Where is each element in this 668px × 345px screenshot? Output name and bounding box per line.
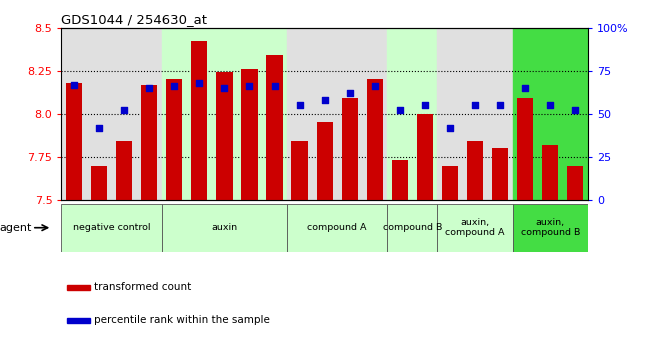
- Bar: [61, 204, 162, 252]
- Point: [144, 85, 154, 91]
- Bar: [317, 122, 333, 200]
- Point: [495, 102, 506, 108]
- Bar: [267, 55, 283, 200]
- Point: [369, 83, 380, 89]
- Point: [169, 83, 180, 89]
- Bar: [387, 204, 438, 252]
- Point: [69, 82, 79, 87]
- Bar: [512, 204, 588, 252]
- Point: [194, 80, 204, 86]
- Point: [94, 125, 104, 130]
- Point: [219, 85, 230, 91]
- Point: [345, 90, 355, 96]
- Bar: [166, 79, 182, 200]
- Bar: [216, 72, 232, 200]
- Bar: [387, 28, 438, 200]
- Bar: [542, 145, 558, 200]
- Bar: [67, 285, 90, 290]
- Bar: [66, 83, 82, 200]
- Point: [470, 102, 480, 108]
- Text: percentile rank within the sample: percentile rank within the sample: [94, 315, 270, 325]
- Bar: [467, 141, 483, 200]
- Text: auxin: auxin: [211, 223, 237, 232]
- Bar: [116, 141, 132, 200]
- Bar: [391, 160, 408, 200]
- Bar: [367, 79, 383, 200]
- Text: auxin,
compound A: auxin, compound A: [446, 218, 505, 237]
- Bar: [162, 28, 287, 200]
- Point: [520, 85, 530, 91]
- Bar: [291, 141, 308, 200]
- Bar: [438, 204, 512, 252]
- Point: [445, 125, 456, 130]
- Bar: [438, 28, 512, 200]
- Bar: [91, 166, 107, 200]
- Point: [395, 108, 405, 113]
- Bar: [512, 28, 588, 200]
- Bar: [567, 166, 583, 200]
- Point: [119, 108, 130, 113]
- Bar: [191, 41, 208, 200]
- Bar: [417, 114, 433, 200]
- Bar: [241, 69, 258, 200]
- Bar: [287, 28, 387, 200]
- Bar: [67, 318, 90, 323]
- Bar: [341, 98, 358, 200]
- Point: [294, 102, 305, 108]
- Bar: [162, 204, 287, 252]
- Bar: [287, 204, 387, 252]
- Bar: [517, 98, 533, 200]
- Point: [319, 97, 330, 103]
- Point: [420, 102, 430, 108]
- Point: [570, 108, 580, 113]
- Text: auxin,
compound B: auxin, compound B: [520, 218, 580, 237]
- Text: GDS1044 / 254630_at: GDS1044 / 254630_at: [61, 13, 208, 27]
- Bar: [442, 166, 458, 200]
- Point: [269, 83, 280, 89]
- Point: [545, 102, 556, 108]
- Text: agent: agent: [0, 223, 31, 233]
- Bar: [492, 148, 508, 200]
- Text: compound A: compound A: [307, 223, 367, 232]
- Text: transformed count: transformed count: [94, 283, 191, 293]
- Bar: [61, 28, 162, 200]
- Point: [244, 83, 255, 89]
- Text: compound B: compound B: [383, 223, 442, 232]
- Text: negative control: negative control: [73, 223, 150, 232]
- Bar: [141, 85, 158, 200]
